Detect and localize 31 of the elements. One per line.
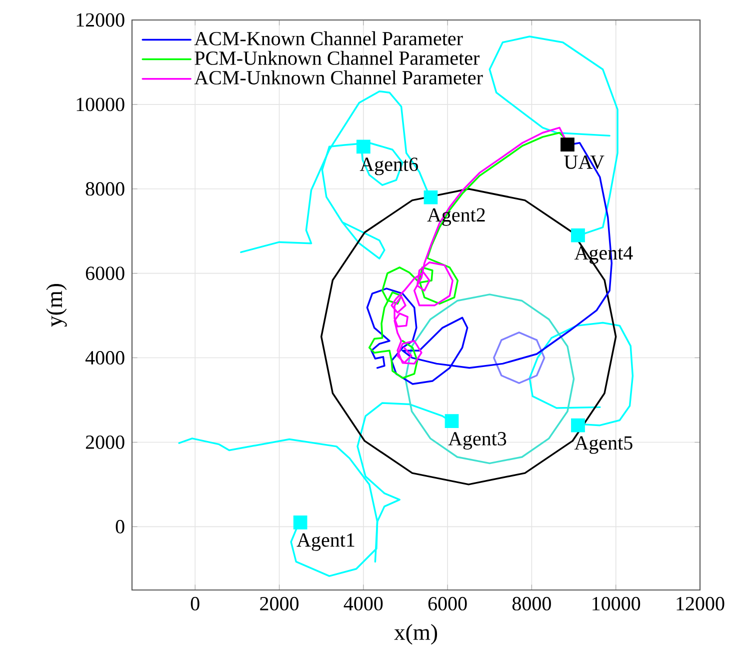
legend-label: ACM-Known Channel Parameter bbox=[194, 31, 463, 46]
x-tick-label: 12000 bbox=[676, 596, 724, 610]
annotation: Agent1 bbox=[296, 533, 354, 551]
x-tick-label: 10000 bbox=[592, 596, 640, 610]
x-tick-label: 4000 bbox=[344, 596, 383, 610]
y-tick-label: 12000 bbox=[76, 13, 124, 27]
y-axis-title: y(m) bbox=[46, 284, 67, 327]
line-series bbox=[404, 294, 575, 464]
y-tick-label: 2000 bbox=[86, 435, 124, 449]
legend-label: ACM-Unknown Channel Parameter bbox=[194, 70, 483, 84]
x-tick-label: 6000 bbox=[428, 596, 467, 610]
annotation: Agent3 bbox=[448, 432, 506, 450]
x-tick-label: 8000 bbox=[512, 596, 551, 610]
point bbox=[293, 516, 308, 530]
x-tick-label: 2000 bbox=[260, 596, 299, 610]
y-tick-label: 8000 bbox=[86, 182, 124, 196]
annotation: Agent5 bbox=[574, 436, 632, 454]
y-tick-label: 0 bbox=[116, 520, 124, 534]
legend-label: PCM-Unknown Channel Parameter bbox=[194, 50, 480, 65]
point bbox=[424, 190, 438, 204]
y-tick-label: 6000 bbox=[86, 266, 124, 280]
y-tick-label: 10000 bbox=[76, 98, 124, 112]
y-tick-label: 4000 bbox=[85, 351, 124, 365]
point bbox=[444, 414, 459, 428]
point bbox=[571, 418, 585, 432]
x-tick-label: 0 bbox=[190, 596, 200, 610]
point bbox=[571, 228, 585, 242]
point bbox=[356, 140, 370, 154]
x-axis-title: x(m) bbox=[394, 624, 438, 645]
point bbox=[560, 138, 574, 152]
line-series bbox=[492, 332, 546, 384]
